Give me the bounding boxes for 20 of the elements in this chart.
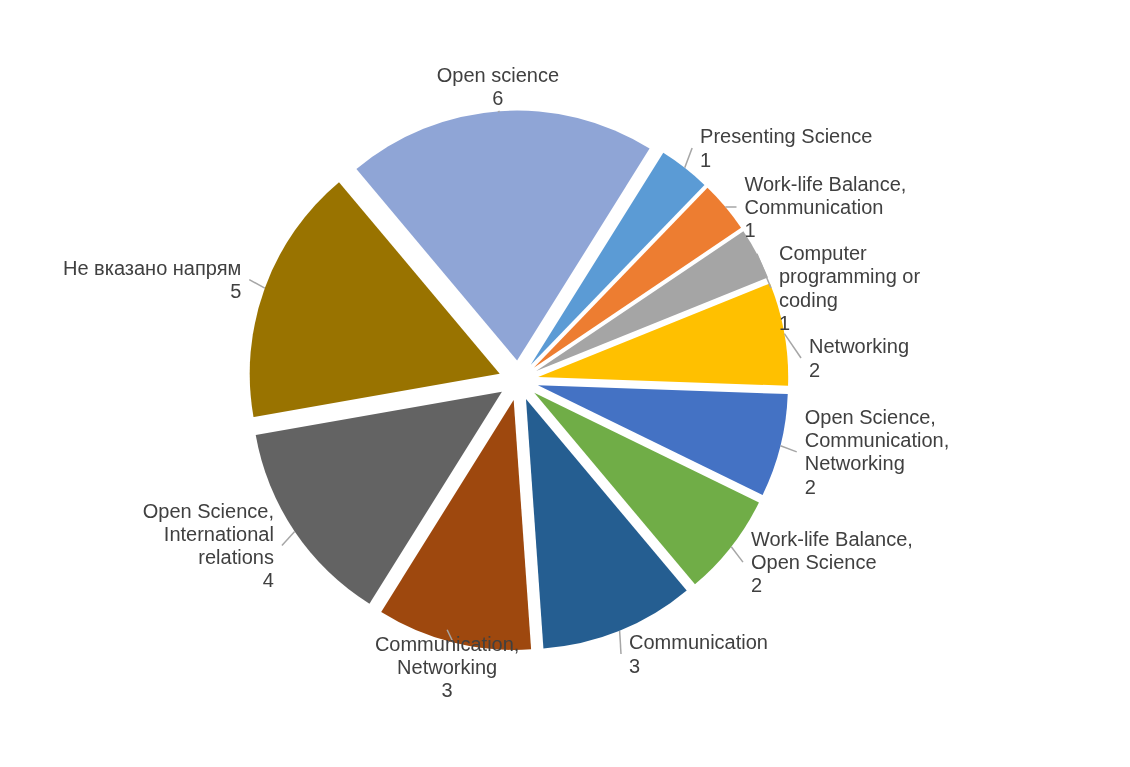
slice-label: Open science [436, 63, 560, 86]
data-label: 2 [809, 358, 821, 381]
slice-label: Не вказано напрям [62, 257, 242, 280]
data-label: 6 [492, 86, 504, 109]
data-label: 3 [629, 654, 641, 677]
data-label: 5 [230, 280, 242, 303]
slice-label: Open Science, International relations [142, 499, 274, 569]
slice-label: Computer programming or coding [778, 242, 921, 311]
data-label: 2 [750, 574, 763, 597]
slice-label: Work-life Balance, Communication [744, 172, 907, 219]
slice-label: Open Science, Communication, Networking [804, 406, 950, 475]
data-label: 3 [441, 678, 453, 701]
slice-label: Communication [629, 631, 768, 654]
data-label: 1 [744, 219, 756, 242]
slice-label: Work-life Balance, Open Science [750, 528, 913, 574]
data-label: 2 [804, 475, 816, 498]
data-label: 1 [700, 148, 712, 171]
data-label: 4 [262, 569, 274, 592]
slice-label: Networking [809, 335, 910, 358]
slice-label: Presenting Science [700, 125, 873, 148]
